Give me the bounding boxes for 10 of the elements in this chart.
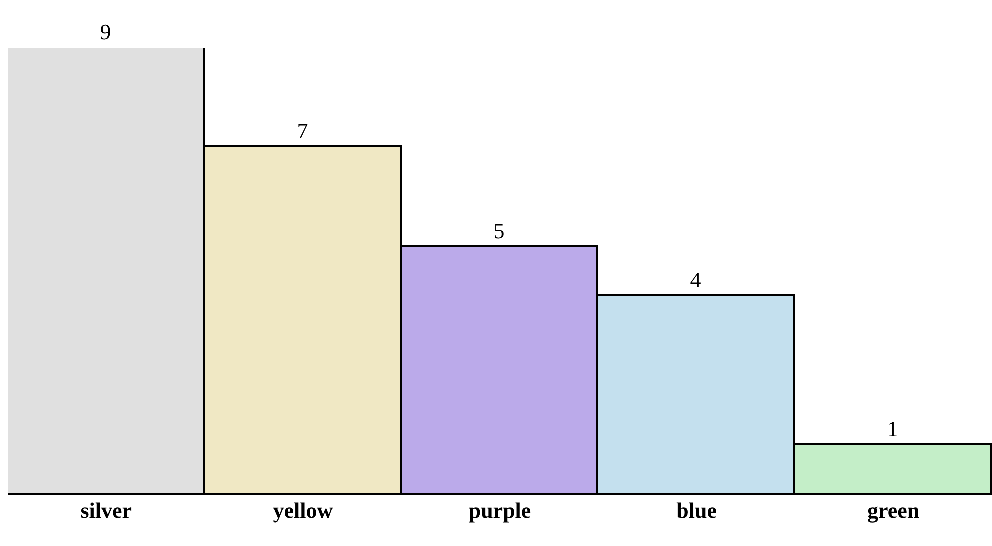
data-label: 9 [100,19,112,44]
data-label: 5 [494,218,505,244]
data-label: 1 [887,416,898,442]
data-label: 4 [690,267,702,292]
data-label: 7 [297,118,308,144]
x-tick-label: green [868,498,920,523]
x-tick-label: yellow [273,498,334,523]
x-tick-label: purple [468,498,532,523]
x-tick-label: silver [80,498,132,523]
x-tick-label: blue [676,498,718,523]
